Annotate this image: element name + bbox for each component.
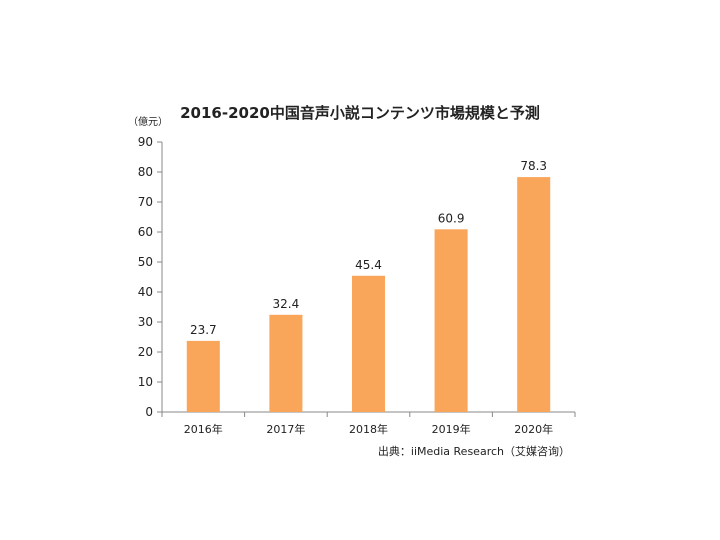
y-tick-label: 50 xyxy=(138,255,153,269)
x-tick-label: 2016年 xyxy=(184,422,223,436)
data-label: 78.3 xyxy=(520,159,547,173)
bar-2016年 xyxy=(186,340,220,412)
y-tick-label: 10 xyxy=(138,375,153,389)
source-note: 出典：iiMedia Research（艾媒咨询） xyxy=(378,444,570,458)
x-tick-label: 2017年 xyxy=(266,422,305,436)
bar-2017年 xyxy=(269,314,303,412)
bars xyxy=(186,177,551,412)
bar-2020年 xyxy=(517,177,551,412)
bar-2018年 xyxy=(351,275,386,412)
y-tick-label: 40 xyxy=(138,285,153,299)
chart-title: 2016-2020中国音声小説コンテンツ市場規模と予測 xyxy=(180,104,540,122)
y-tick-label: 80 xyxy=(138,165,153,179)
data-label: 60.9 xyxy=(438,211,465,225)
y-tick-label: 30 xyxy=(138,315,153,329)
data-label: 32.4 xyxy=(273,297,300,311)
x-axis: 2016年 2017年 2018年 2019年 2020年 xyxy=(161,411,576,436)
y-axis-unit-label: （億元） xyxy=(128,115,168,128)
data-labels: 23.7 32.4 45.4 60.9 78.3 xyxy=(190,159,547,337)
y-axis: 0 10 20 30 40 50 60 70 80 90 xyxy=(138,135,163,419)
y-tick-label: 20 xyxy=(138,345,153,359)
data-label: 45.4 xyxy=(355,258,382,272)
y-tick-label: 0 xyxy=(145,405,153,419)
y-tick-label: 70 xyxy=(138,195,153,209)
x-tick-label: 2019年 xyxy=(432,422,471,436)
x-tick-label: 2018年 xyxy=(349,422,388,436)
x-tick-label: 2020年 xyxy=(514,422,553,436)
data-label: 23.7 xyxy=(190,323,217,337)
y-tick-label: 90 xyxy=(138,135,153,149)
y-tick-label: 60 xyxy=(138,225,153,239)
bar-2019年 xyxy=(434,229,468,412)
